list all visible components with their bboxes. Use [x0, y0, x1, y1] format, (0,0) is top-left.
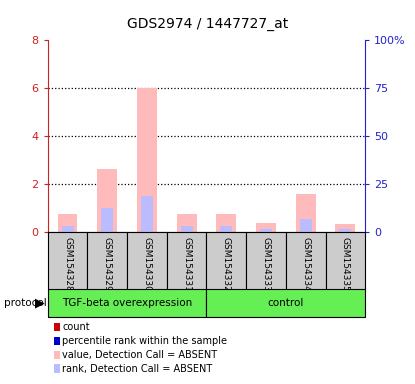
- Bar: [48, 289, 207, 317]
- Bar: [98, 169, 117, 232]
- Bar: [141, 196, 153, 232]
- Text: TGF-beta overexpression: TGF-beta overexpression: [62, 298, 192, 308]
- Text: ▶: ▶: [34, 296, 44, 310]
- Text: value, Detection Call = ABSENT: value, Detection Call = ABSENT: [62, 350, 217, 360]
- Bar: [61, 226, 73, 232]
- Text: GSM154331: GSM154331: [182, 237, 191, 292]
- Text: count: count: [62, 322, 90, 332]
- Bar: [220, 226, 232, 232]
- Bar: [325, 232, 365, 290]
- Text: control: control: [268, 298, 304, 308]
- Text: GSM154333: GSM154333: [261, 237, 271, 292]
- Text: GSM154335: GSM154335: [341, 237, 350, 292]
- Bar: [167, 232, 207, 290]
- Bar: [48, 232, 88, 290]
- Bar: [177, 214, 197, 232]
- Bar: [181, 226, 193, 232]
- Text: GSM154329: GSM154329: [103, 237, 112, 292]
- Bar: [88, 232, 127, 290]
- Text: percentile rank within the sample: percentile rank within the sample: [62, 336, 227, 346]
- Bar: [260, 230, 272, 232]
- Bar: [137, 88, 157, 232]
- Text: protocol: protocol: [4, 298, 47, 308]
- Text: GSM154330: GSM154330: [142, 237, 151, 292]
- Bar: [101, 208, 113, 232]
- Bar: [58, 214, 78, 232]
- Bar: [207, 232, 246, 290]
- Bar: [300, 219, 312, 232]
- Bar: [256, 223, 276, 232]
- Text: GSM154334: GSM154334: [301, 237, 310, 292]
- Bar: [246, 232, 286, 290]
- Bar: [339, 230, 352, 232]
- Bar: [296, 194, 315, 232]
- Text: rank, Detection Call = ABSENT: rank, Detection Call = ABSENT: [62, 364, 212, 374]
- Bar: [286, 232, 325, 290]
- Bar: [335, 224, 355, 232]
- Text: GSM154328: GSM154328: [63, 237, 72, 292]
- Bar: [216, 214, 236, 232]
- Text: GDS2974 / 1447727_at: GDS2974 / 1447727_at: [127, 17, 288, 31]
- Text: GSM154332: GSM154332: [222, 237, 231, 292]
- Bar: [127, 232, 167, 290]
- Bar: [207, 289, 365, 317]
